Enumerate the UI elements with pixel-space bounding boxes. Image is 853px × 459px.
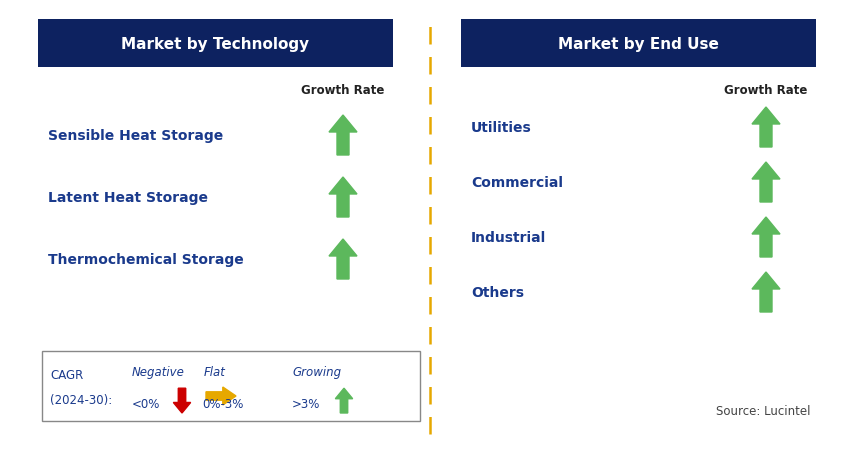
Polygon shape <box>328 240 357 280</box>
Polygon shape <box>328 178 357 218</box>
Text: Industrial: Industrial <box>471 230 546 245</box>
Text: Thermochemical Storage: Thermochemical Storage <box>48 252 243 266</box>
Text: Commercial: Commercial <box>471 176 562 190</box>
FancyBboxPatch shape <box>461 20 815 68</box>
Text: Growth Rate: Growth Rate <box>301 84 384 96</box>
Polygon shape <box>335 388 352 413</box>
Text: Sensible Heat Storage: Sensible Heat Storage <box>48 129 223 143</box>
Text: 0%-3%: 0%-3% <box>202 397 243 410</box>
Text: Source: Lucintel: Source: Lucintel <box>716 405 810 418</box>
Text: Market by Technology: Market by Technology <box>121 36 309 51</box>
Text: Negative: Negative <box>132 366 184 379</box>
Text: Growth Rate: Growth Rate <box>723 84 807 96</box>
Text: Others: Others <box>471 285 524 299</box>
Polygon shape <box>751 162 779 202</box>
Polygon shape <box>751 272 779 312</box>
Text: Growing: Growing <box>292 366 340 379</box>
Text: (2024-30):: (2024-30): <box>50 394 112 407</box>
Text: Market by End Use: Market by End Use <box>557 36 718 51</box>
Text: Latent Heat Storage: Latent Heat Storage <box>48 190 208 205</box>
Polygon shape <box>751 218 779 257</box>
Polygon shape <box>206 387 235 405</box>
FancyBboxPatch shape <box>38 20 392 68</box>
Text: >3%: >3% <box>292 397 320 410</box>
Polygon shape <box>751 108 779 148</box>
Text: CAGR: CAGR <box>50 368 83 381</box>
Text: Flat: Flat <box>204 366 225 379</box>
Polygon shape <box>328 116 357 156</box>
FancyBboxPatch shape <box>42 351 420 421</box>
Text: <0%: <0% <box>132 397 160 410</box>
Polygon shape <box>173 388 190 413</box>
Text: Utilities: Utilities <box>471 121 531 134</box>
